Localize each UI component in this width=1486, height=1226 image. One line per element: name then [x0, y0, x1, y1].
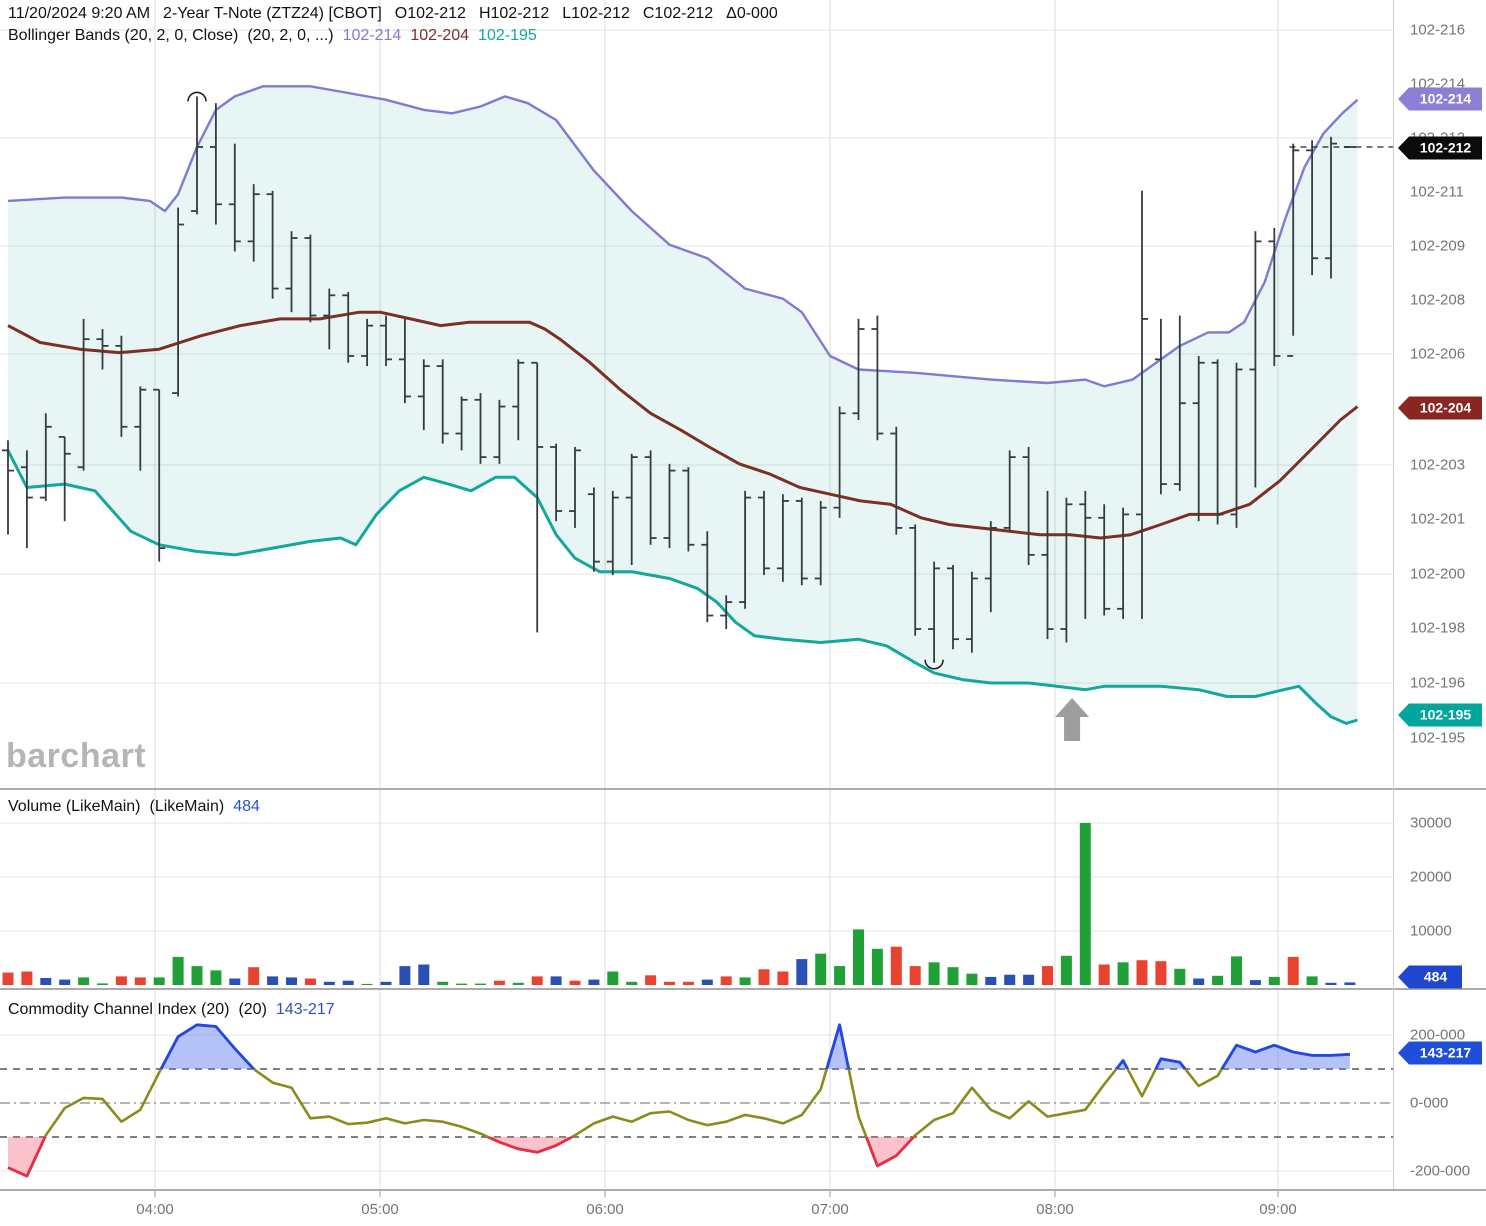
volume-axis-badge: 484 — [1398, 965, 1462, 989]
price-axis-label: 102-195 — [1410, 729, 1466, 747]
price-axis-label: 102-196 — [1410, 674, 1466, 692]
cci-label2: (20) — [238, 1001, 267, 1018]
bollinger-label: Bollinger Bands (20, 2, 0, Close) — [8, 27, 239, 44]
volume-label: Volume (LikeMain) — [8, 798, 141, 815]
volume-bars — [2, 823, 1356, 985]
time-axis-label: 09:00 — [1259, 1201, 1297, 1218]
quote-change: Δ0-000 — [726, 5, 778, 22]
price-axis-label: 102-206 — [1410, 345, 1466, 363]
study-title-bar: Bollinger Bands (20, 2, 0, Close) (20, 2,… — [8, 27, 546, 45]
price-axis-label: 102-200 — [1410, 565, 1466, 583]
barchart-logo: barchart — [6, 737, 147, 775]
price-axis-label: 102-209 — [1410, 237, 1466, 255]
volume-label2: (LikeMain) — [149, 798, 225, 815]
last-price-axis-badge: 102-212 — [1398, 136, 1482, 160]
cci-axis-badge: 143-217 — [1398, 1041, 1482, 1065]
upper-band-axis-badge: 102-214 — [1398, 87, 1482, 111]
bollinger-upper-line — [7, 85, 1359, 388]
volume-axis-label: 10000 — [1410, 922, 1452, 940]
bollinger-middle-value: 102-204 — [410, 27, 470, 44]
price-axis-label: 102-201 — [1410, 510, 1466, 528]
time-axis-label: 06:00 — [586, 1201, 624, 1218]
volume-axis-label: 30000 — [1410, 814, 1452, 832]
time-axis-label: 08:00 — [1036, 1201, 1074, 1218]
time-axis-label: 05:00 — [361, 1201, 399, 1218]
time-axis-label: 07:00 — [811, 1201, 849, 1218]
quote-high: H102-212 — [478, 5, 550, 22]
cci-overbought-fill — [8, 1024, 1350, 1069]
bollinger-params: (20, 2, 0, ...) — [247, 27, 334, 44]
cci-axis-label: 200-000 — [1410, 1026, 1466, 1044]
instrument-name: 2-Year T-Note (ZTZ24) [CBOT] — [163, 5, 382, 22]
cci-label: Commodity Channel Index (20) — [8, 1001, 230, 1018]
quote-open: O102-212 — [394, 5, 466, 22]
price-axis-label: 102-198 — [1410, 619, 1466, 637]
high-marker-arc — [187, 91, 207, 102]
cci-axis-label: -200-000 — [1410, 1162, 1471, 1180]
price-axis-label: 102-211 — [1410, 183, 1464, 201]
up-arrow-annotation — [1055, 698, 1090, 741]
cci-axis-label: 0-000 — [1410, 1094, 1449, 1112]
bollinger-lower-value: 102-195 — [478, 27, 537, 44]
quote-low: L102-212 — [562, 5, 630, 22]
bollinger-middle-line — [7, 310, 1359, 540]
price-axis-label: 102-203 — [1410, 456, 1466, 474]
volume-panel-header: Volume (LikeMain) (LikeMain) 484 — [8, 798, 269, 816]
quote-close: C102-212 — [642, 5, 714, 22]
cci-line-overbought — [159, 1023, 1350, 1069]
volume-axis-label: 20000 — [1410, 868, 1452, 886]
panel-divider[interactable] — [0, 788, 1486, 790]
lower-band-axis-badge: 102-195 — [1398, 703, 1482, 727]
chart-title-bar: 11/20/2024 9:20 AM 2-Year T-Note (ZTZ24) … — [8, 5, 791, 23]
panel-divider[interactable] — [0, 1189, 1486, 1191]
middle-band-axis-badge: 102-204 — [1398, 396, 1482, 420]
price-axis-label: 102-216 — [1410, 21, 1466, 39]
price-bars — [2, 96, 1356, 663]
panel-divider[interactable] — [0, 988, 1486, 990]
low-marker-arc — [924, 659, 944, 670]
time-axis-label: 04:00 — [136, 1201, 174, 1218]
quote-datetime: 11/20/2024 9:20 AM — [8, 5, 151, 22]
price-axis-label: 102-208 — [1410, 291, 1466, 309]
cci-panel-header: Commodity Channel Index (20) (20) 143-217 — [8, 1001, 344, 1019]
price-axis-border — [1393, 0, 1394, 1189]
cci-value: 143-217 — [275, 1001, 335, 1018]
volume-value: 484 — [233, 798, 260, 815]
bollinger-upper-value: 102-214 — [342, 27, 402, 44]
bollinger-fill — [8, 86, 1358, 724]
